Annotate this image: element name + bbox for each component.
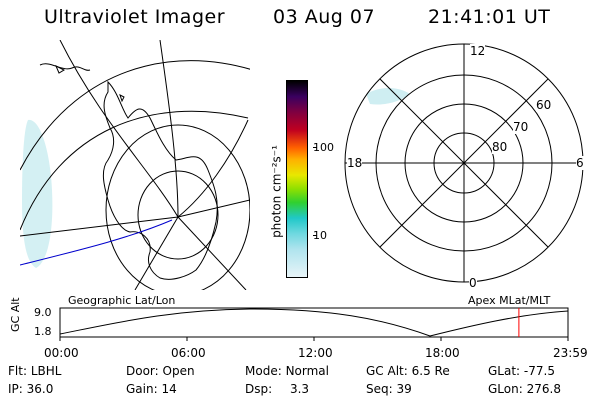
app-title: Ultraviolet Imager — [44, 6, 226, 28]
altitude-min-label: 1.8 — [34, 325, 52, 338]
info-gain: Gain: 14 — [126, 382, 177, 396]
geographic-projection-label: Geographic Lat/Lon — [68, 294, 176, 307]
mlt-label-6: 6 — [576, 156, 584, 170]
aurora-patch-polar — [366, 88, 410, 105]
info-dsp: Dsp: 3.3 — [245, 382, 310, 396]
altitude-max-label: 9.0 — [34, 306, 52, 319]
altitude-curve — [59, 308, 569, 337]
mlt-label-12: 12 — [470, 44, 486, 58]
aurora-patch-geo — [22, 119, 53, 268]
mlat-label-60: 60 — [536, 98, 552, 112]
mlt-label-18: 18 — [347, 156, 363, 170]
info-gc-alt: GC Alt: 6.5 Re — [366, 364, 450, 378]
mlt-label-0: 0 — [469, 276, 477, 290]
info-glon: GLon: 276.8 — [488, 382, 561, 396]
colorbar-tick-100: 100 — [313, 141, 334, 154]
colorbar-tick-mark — [313, 147, 317, 148]
mlat-label-80: 80 — [492, 140, 508, 154]
info-seq: Seq: 39 — [366, 382, 412, 396]
info-mode: Mode: Normal — [245, 364, 329, 378]
colorbar — [286, 80, 308, 278]
altitude-axis-label: GC Alt — [9, 297, 22, 332]
info-glat: GLat: -77.5 — [488, 364, 555, 378]
colorbar-tick-10: 10 — [313, 229, 327, 242]
x-tick-1200: 12:00 — [298, 346, 333, 360]
x-tick-0600: 06:00 — [171, 346, 206, 360]
apex-projection-label: Apex MLat/MLT — [468, 294, 551, 307]
x-tick-1800: 18:00 — [425, 346, 460, 360]
x-tick-0000: 00:00 — [44, 346, 79, 360]
colorbar-tick-mark — [313, 235, 317, 236]
mlat-label-70: 70 — [513, 120, 529, 134]
info-flt: Flt: LBHL — [8, 364, 62, 378]
colorbar-unit-label: photon cm⁻²s⁻¹ — [269, 145, 284, 238]
info-door: Door: Open — [126, 364, 195, 378]
x-tick-2359: 23:59 — [553, 346, 588, 360]
date-readout: 03 Aug 07 — [273, 6, 376, 28]
time-readout: 21:41:01 UT — [428, 6, 551, 28]
info-ip: IP: 36.0 — [8, 382, 54, 396]
